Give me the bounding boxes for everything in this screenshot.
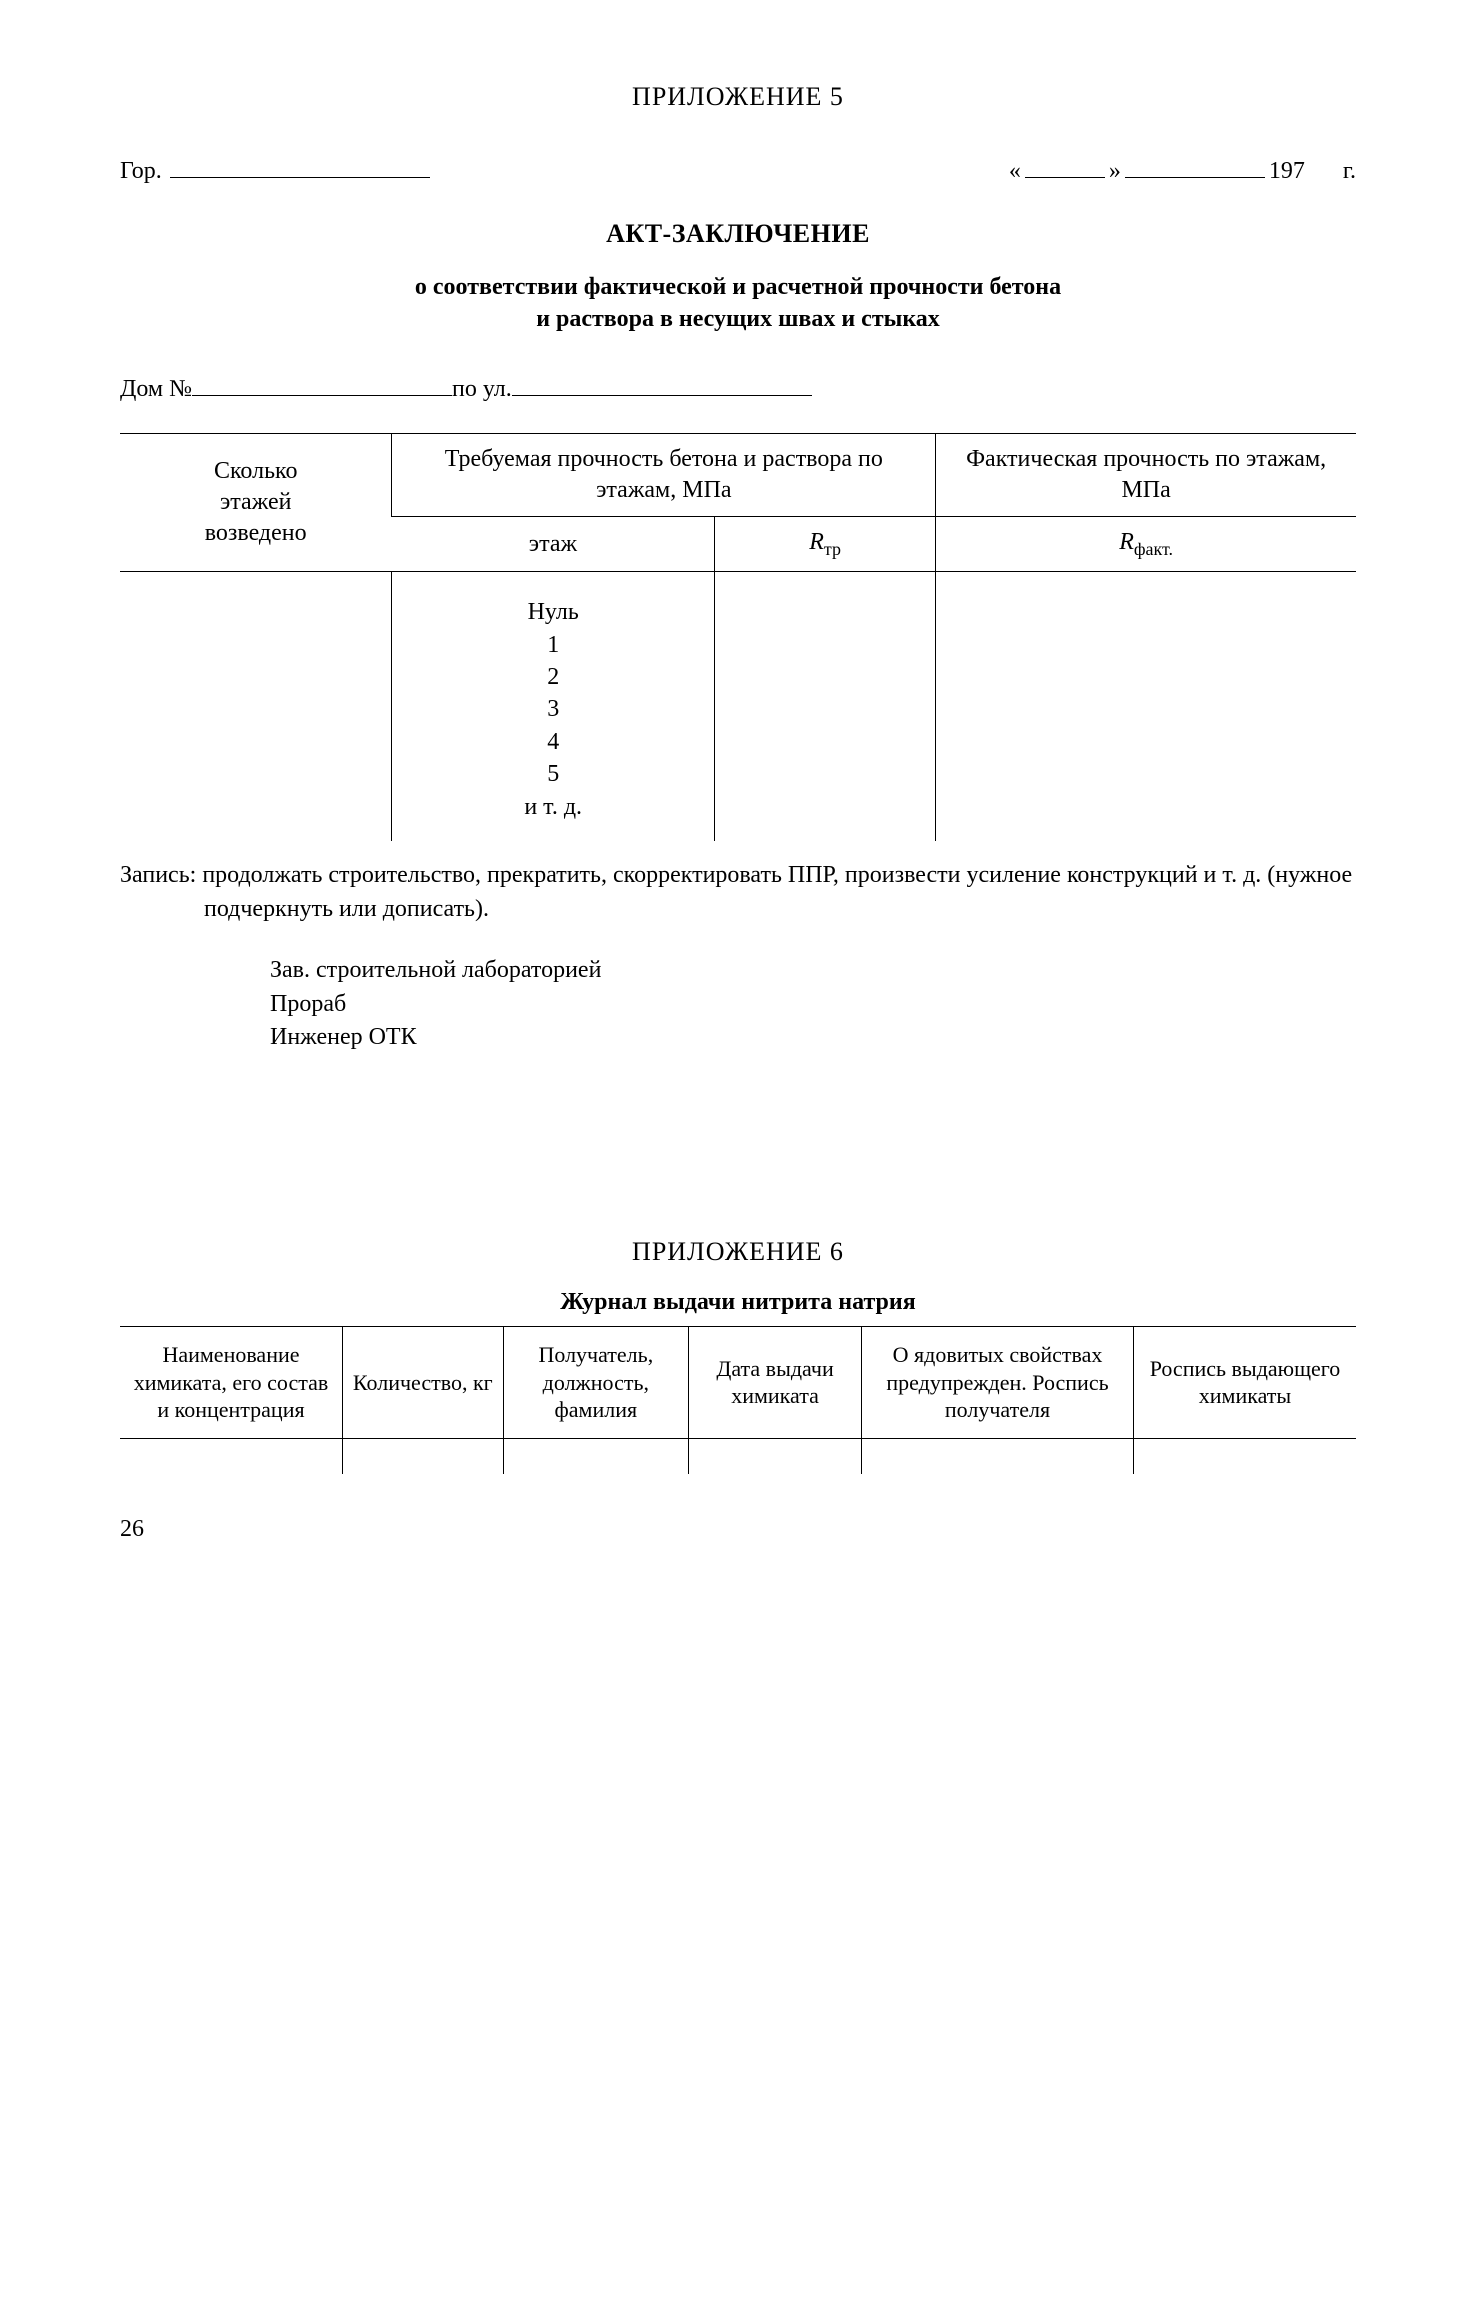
year-suffix: г. (1343, 156, 1356, 187)
record-label: Запись: (120, 862, 196, 888)
month-blank[interactable] (1125, 154, 1265, 178)
city-field: Гор. (120, 154, 430, 187)
year-prefix: 197 (1269, 156, 1305, 187)
city-blank[interactable] (170, 154, 430, 178)
col-required-strength: Требуемая прочность бетона и раствора по… (392, 433, 936, 516)
appendix5-title: ПРИЛОЖЕНИЕ 5 (120, 80, 1356, 114)
appendix6-title: ПРИЛОЖЕНИЕ 6 (120, 1235, 1356, 1269)
signatures: Зав. строительной лабораторией Прораб Ин… (270, 954, 1356, 1055)
subcol-floor: этаж (392, 517, 715, 572)
date-field: « » 197 г. (1009, 154, 1356, 187)
col-issue-date: Дата выдачи химиката (689, 1327, 862, 1439)
table-row[interactable] (342, 1438, 503, 1474)
act-subtitle-line2: и раствора в несущих швах и стыках (536, 306, 940, 332)
day-blank[interactable] (1025, 154, 1105, 178)
subcol-r-required: Rтр (714, 517, 935, 572)
act-subtitle-line1: о соответствии фактической и расчетной п… (415, 274, 1061, 300)
table-row[interactable] (120, 1438, 342, 1474)
house-number-blank[interactable] (192, 372, 452, 396)
house-label: Дом № (120, 374, 192, 405)
col-actual-strength: Фактическая прочность по этажам, МПа (936, 433, 1356, 516)
house-row: Дом № по ул. (120, 372, 1356, 405)
city-label: Гор. (120, 156, 162, 187)
date-open-quote: « (1009, 156, 1021, 187)
subcol-r-actual: Rфакт. (936, 517, 1356, 572)
r-required-cell[interactable] (714, 572, 935, 841)
sign-otk-engineer: Инженер ОТК (270, 1021, 1356, 1055)
record-text: продолжать строительство, прекратить, ск… (202, 862, 1352, 922)
street-blank[interactable] (512, 372, 812, 396)
table-row[interactable] (1133, 1438, 1356, 1474)
col-floors-built: Сколько этажей возведено (120, 433, 392, 572)
col-issuer-sign: Роспись выдающего химикаты (1133, 1327, 1356, 1439)
date-close-quote: » (1109, 156, 1121, 187)
table-row[interactable] (503, 1438, 688, 1474)
col-chemical-name: Наименование химиката, его состав и конц… (120, 1327, 342, 1439)
journal-table: Наименование химиката, его состав и конц… (120, 1326, 1356, 1474)
col-recipient: Получа­тель, должность, фамилия (503, 1327, 688, 1439)
col-warning-sign: О ядовитых свойствах предупрежден. Роспи… (862, 1327, 1134, 1439)
r-actual-cell[interactable] (936, 572, 1356, 841)
table-row[interactable] (862, 1438, 1134, 1474)
floors-built-cell[interactable] (120, 572, 392, 841)
act-subtitle: о соответствии фактической и расчетной п… (120, 271, 1356, 336)
act-title: АКТ-ЗАКЛЮЧЕНИЕ (120, 217, 1356, 251)
page-number: 26 (120, 1514, 1356, 1545)
col-quantity: Количест­во, кг (342, 1327, 503, 1439)
record-block: Запись: продолжать строительство, прекра… (120, 859, 1356, 926)
sign-foreman: Прораб (270, 988, 1356, 1022)
strength-table: Сколько этажей возведено Требуемая прочн… (120, 433, 1356, 841)
street-label: по ул. (452, 374, 512, 405)
floor-list-cell: Нуль 1 2 3 4 5 и т. д. (392, 572, 715, 841)
sign-lab-head: Зав. строительной лабораторией (270, 954, 1356, 988)
journal-title: Журнал выдачи нитрита натрия (120, 1287, 1356, 1318)
header-row: Гор. « » 197 г. (120, 154, 1356, 187)
table-row[interactable] (689, 1438, 862, 1474)
